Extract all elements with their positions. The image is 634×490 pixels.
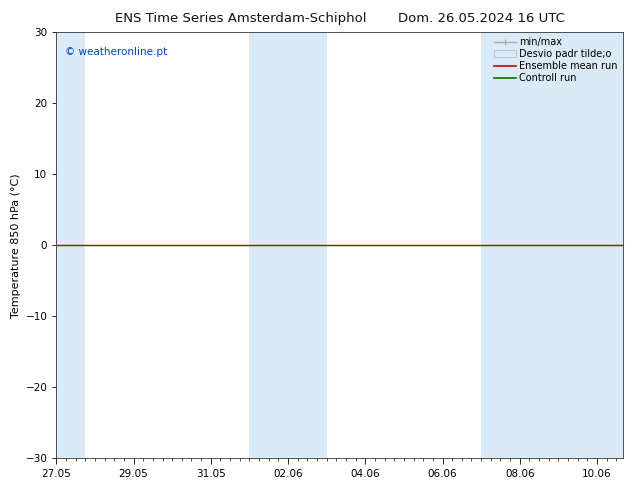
Bar [249,32,327,458]
Bar [481,32,623,458]
Bar [56,32,86,458]
Text: © weatheronline.pt: © weatheronline.pt [65,48,167,57]
Legend: min/max, Desvio padr tilde;o, Ensemble mean run, Controll run: min/max, Desvio padr tilde;o, Ensemble m… [494,37,618,83]
Text: ENS Time Series Amsterdam-Schiphol: ENS Time Series Amsterdam-Schiphol [115,12,366,25]
Y-axis label: Temperature 850 hPa (°C): Temperature 850 hPa (°C) [11,173,22,318]
Text: Dom. 26.05.2024 16 UTC: Dom. 26.05.2024 16 UTC [398,12,566,25]
